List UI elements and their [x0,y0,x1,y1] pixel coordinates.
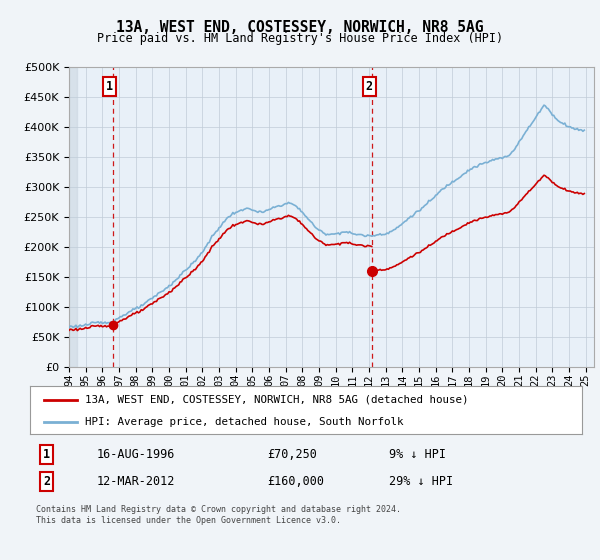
Text: Contains HM Land Registry data © Crown copyright and database right 2024.
This d: Contains HM Land Registry data © Crown c… [35,505,401,525]
Text: HPI: Average price, detached house, South Norfolk: HPI: Average price, detached house, Sout… [85,417,404,427]
Text: 2: 2 [365,80,373,93]
Text: 2: 2 [43,475,50,488]
Text: 16-AUG-1996: 16-AUG-1996 [96,447,175,461]
Text: 9% ↓ HPI: 9% ↓ HPI [389,447,446,461]
Text: 13A, WEST END, COSTESSEY, NORWICH, NR8 5AG (detached house): 13A, WEST END, COSTESSEY, NORWICH, NR8 5… [85,395,469,405]
Text: 13A, WEST END, COSTESSEY, NORWICH, NR8 5AG: 13A, WEST END, COSTESSEY, NORWICH, NR8 5… [116,20,484,35]
Text: 1: 1 [43,447,50,461]
Text: £70,250: £70,250 [268,447,317,461]
Text: Price paid vs. HM Land Registry's House Price Index (HPI): Price paid vs. HM Land Registry's House … [97,32,503,45]
Text: 29% ↓ HPI: 29% ↓ HPI [389,475,453,488]
Text: 1: 1 [106,80,113,93]
Text: £160,000: £160,000 [268,475,325,488]
Text: 12-MAR-2012: 12-MAR-2012 [96,475,175,488]
